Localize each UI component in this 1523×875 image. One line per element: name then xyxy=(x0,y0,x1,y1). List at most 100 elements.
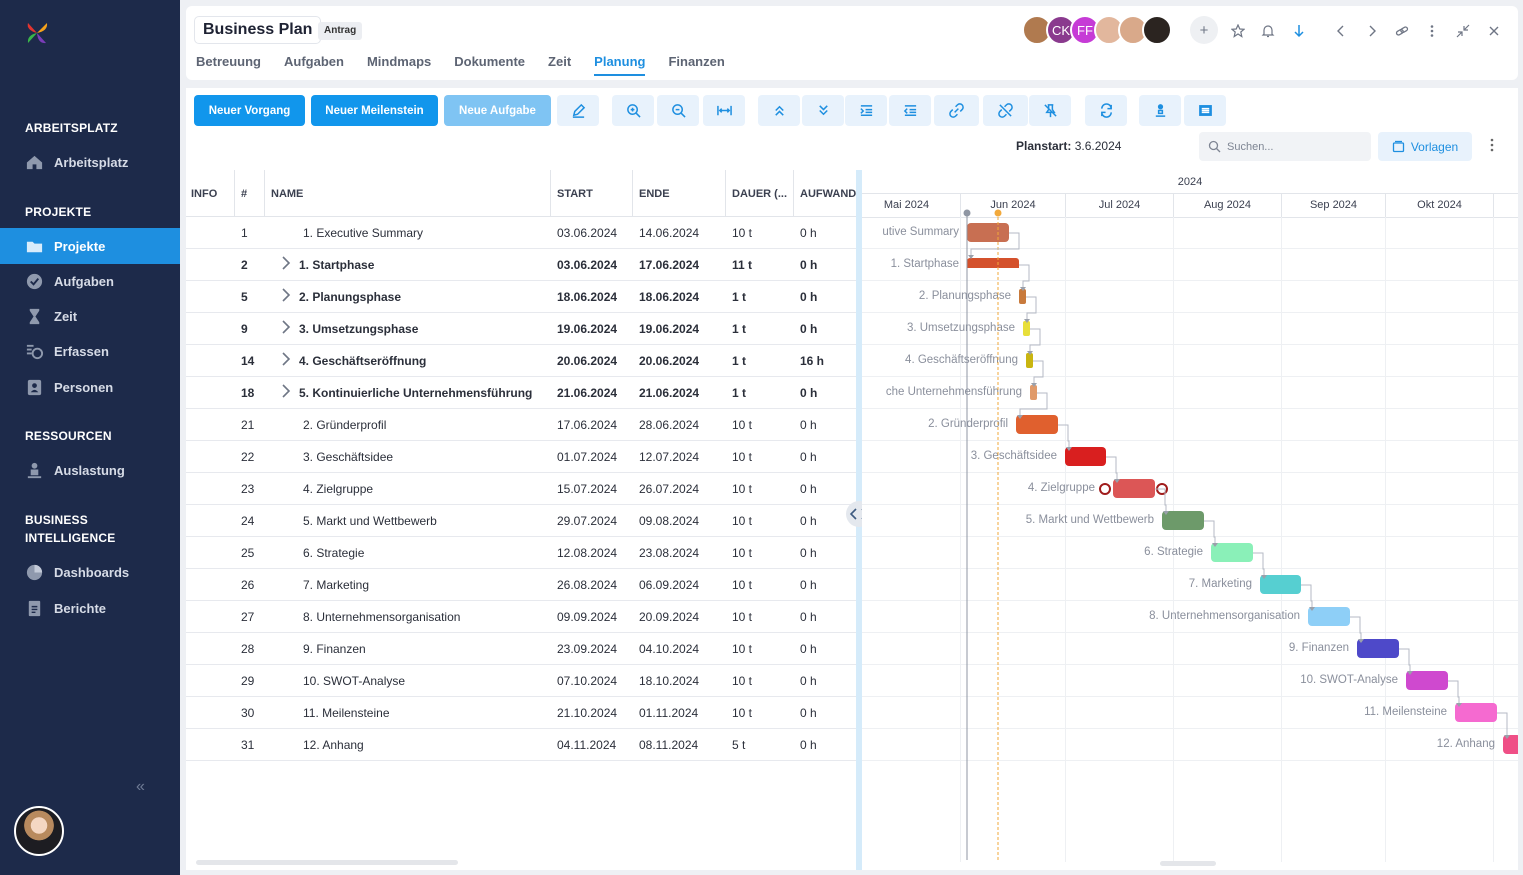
new-milestone-button[interactable]: Neuer Meilenstein xyxy=(311,95,438,126)
sidebar-item-erfassen[interactable]: Erfassen xyxy=(0,333,180,369)
table-row[interactable]: 14 4. Geschäftseröffnung 20.06.2024 20.06.2… xyxy=(186,345,856,377)
sidebar-item-berichte[interactable]: Berichte xyxy=(0,590,180,626)
gantt-bar[interactable] xyxy=(1406,671,1448,690)
gantt-bar[interactable] xyxy=(1065,447,1106,466)
logo[interactable] xyxy=(24,20,50,46)
project-title[interactable]: Business Plan xyxy=(194,16,322,44)
table-row[interactable]: 2 1. Startphase 03.06.2024 17.06.2024 11 t 0 … xyxy=(186,249,856,281)
table-row[interactable]: 30 11. Meilensteine 21.10.2024 01.11.2024 10… xyxy=(186,697,856,729)
sidebar-item-auslastung[interactable]: Auslastung xyxy=(0,452,180,488)
expand-all-button[interactable] xyxy=(758,95,800,126)
gantt-bar[interactable] xyxy=(1211,543,1253,562)
panel-button[interactable] xyxy=(1184,95,1226,126)
gantt-bar[interactable] xyxy=(1113,479,1155,498)
gantt-bar[interactable] xyxy=(967,258,1019,268)
collapse-icon[interactable] xyxy=(1452,20,1474,42)
edit-button[interactable] xyxy=(557,95,599,126)
gantt-bar[interactable] xyxy=(1030,385,1037,400)
table-row[interactable]: 28 9. Finanzen 23.09.2024 04.10.2024 10 t 0 h xyxy=(186,633,856,665)
link-tasks-button[interactable] xyxy=(934,95,979,126)
table-row[interactable]: 5 2. Planungsphase 18.06.2024 18.06.2024 1 t… xyxy=(186,281,856,313)
column-number[interactable]: # xyxy=(241,188,248,200)
tab-aufgaben[interactable]: Aufgaben xyxy=(284,54,344,69)
table-row[interactable]: 23 4. Zielgruppe 15.07.2024 26.07.2024 10 t 0… xyxy=(186,473,856,505)
table-row[interactable]: 22 3. Geschäftsidee 01.07.2024 12.07.2024 10… xyxy=(186,441,856,473)
zoom-out-button[interactable] xyxy=(657,95,699,126)
more-icon[interactable] xyxy=(1421,20,1443,42)
dependency-arrow xyxy=(1024,319,1030,323)
chevron-right-icon[interactable] xyxy=(281,384,291,398)
column-duration[interactable]: DAUER (... xyxy=(732,188,787,200)
zoom-in-button[interactable] xyxy=(612,95,654,126)
gantt-bar[interactable] xyxy=(1026,353,1033,368)
gantt-bar[interactable] xyxy=(1503,735,1518,754)
fit-width-button[interactable] xyxy=(703,95,745,126)
table-row[interactable]: 25 6. Strategie 12.08.2024 23.08.2024 10 t 0 … xyxy=(186,537,856,569)
table-row[interactable]: 27 8. Unternehmensorganisation 09.09.2024 2… xyxy=(186,601,856,633)
add-member-button[interactable]: + xyxy=(1190,16,1218,44)
gantt-bar[interactable] xyxy=(1357,639,1399,658)
toolbar-more-icon[interactable] xyxy=(1489,138,1495,155)
new-process-button[interactable]: Neuer Vorgang xyxy=(194,95,305,126)
unpin-button[interactable] xyxy=(1029,95,1071,126)
table-row[interactable]: 24 5. Markt und Wettbewerb 29.07.2024 09.08… xyxy=(186,505,856,537)
chevron-right-icon[interactable] xyxy=(281,256,291,270)
previous-icon[interactable] xyxy=(1330,20,1352,42)
table-row[interactable]: 31 12. Anhang 04.11.2024 08.11.2024 5 t 0 h xyxy=(186,729,856,761)
gantt-bar[interactable] xyxy=(1162,511,1204,530)
tab-betreuung[interactable]: Betreuung xyxy=(196,54,261,69)
table-row[interactable]: 18 5. Kontinuierliche Unternehmensführung… xyxy=(186,377,856,409)
bell-icon[interactable] xyxy=(1257,20,1279,42)
sidebar-item-zeit[interactable]: Zeit xyxy=(0,298,180,334)
new-task-button[interactable]: Neue Aufgabe xyxy=(444,95,551,126)
close-icon[interactable] xyxy=(1483,20,1505,42)
sidebar-item-projekte[interactable]: Projekte xyxy=(0,228,180,264)
sidebar-item-aufgaben[interactable]: Aufgaben xyxy=(0,263,180,299)
column-end[interactable]: ENDE xyxy=(639,188,670,200)
sidebar-item-personen[interactable]: Personen xyxy=(0,369,180,405)
link-icon[interactable] xyxy=(1391,20,1413,42)
tab-finanzen[interactable]: Finanzen xyxy=(668,54,725,69)
search-input[interactable]: Suchen... xyxy=(1199,132,1371,161)
gantt-bar[interactable] xyxy=(1308,607,1350,626)
templates-button[interactable]: Vorlagen xyxy=(1378,132,1472,161)
chevron-right-icon[interactable] xyxy=(281,352,291,366)
resource-button[interactable] xyxy=(1139,95,1181,126)
unlink-tasks-button[interactable] xyxy=(983,95,1028,126)
chevron-right-icon[interactable] xyxy=(281,320,291,334)
column-name[interactable]: NAME xyxy=(271,188,304,200)
gantt-bar[interactable] xyxy=(1455,703,1497,722)
gantt-bar[interactable] xyxy=(1016,415,1058,434)
gantt-scrollbar[interactable] xyxy=(1160,861,1216,866)
column-effort[interactable]: AUFWAND xyxy=(800,188,856,200)
table-row[interactable]: 26 7. Marketing 26.08.2024 06.09.2024 10 t 0 … xyxy=(186,569,856,601)
outdent-button[interactable] xyxy=(889,95,931,126)
table-row[interactable]: 29 10. SWOT-Analyse 07.10.2024 18.10.2024 10… xyxy=(186,665,856,697)
sidebar-item-arbeitsplatz[interactable]: Arbeitsplatz xyxy=(0,144,180,180)
column-start[interactable]: START xyxy=(557,188,593,200)
gantt-bar[interactable] xyxy=(1023,321,1030,336)
next-icon[interactable] xyxy=(1361,20,1383,42)
download-icon[interactable] xyxy=(1288,20,1310,42)
tab-planung[interactable]: Planung xyxy=(594,54,646,76)
tab-dokumente[interactable]: Dokumente xyxy=(454,54,526,69)
collapse-all-button[interactable] xyxy=(802,95,844,126)
tab-mindmaps[interactable]: Mindmaps xyxy=(366,54,432,69)
member-avatar[interactable] xyxy=(1142,15,1172,45)
gantt-bar[interactable] xyxy=(1019,289,1026,304)
user-avatar[interactable] xyxy=(14,806,64,856)
dependency-handle-left[interactable] xyxy=(1099,483,1111,495)
table-row[interactable]: 9 3. Umsetzungsphase 19.06.2024 19.06.2024 1… xyxy=(186,313,856,345)
gantt-bar[interactable] xyxy=(1260,575,1301,594)
chevron-right-icon[interactable] xyxy=(281,288,291,302)
sidebar-item-dashboards[interactable]: Dashboards xyxy=(0,554,180,590)
refresh-button[interactable] xyxy=(1085,95,1127,126)
star-icon[interactable] xyxy=(1227,20,1249,42)
grid-scrollbar[interactable] xyxy=(196,860,458,865)
collapse-sidebar-icon[interactable]: « xyxy=(136,778,145,795)
indent-button[interactable] xyxy=(845,95,887,126)
table-row[interactable]: 1 1. Executive Summary 03.06.2024 14.06.202… xyxy=(186,217,856,249)
table-row[interactable]: 21 2. Gründerprofil 17.06.2024 28.06.2024 10… xyxy=(186,409,856,441)
column-info[interactable]: INFO xyxy=(191,188,218,200)
tab-zeit[interactable]: Zeit xyxy=(548,54,572,69)
